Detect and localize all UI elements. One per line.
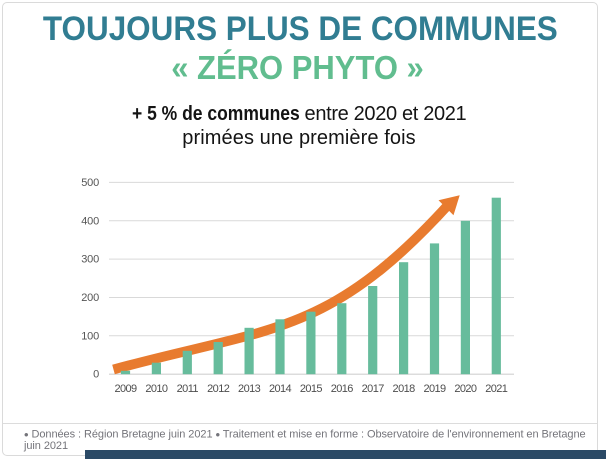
svg-text:2017: 2017 xyxy=(362,383,385,395)
svg-text:2009: 2009 xyxy=(114,383,137,395)
svg-text:2010: 2010 xyxy=(145,383,168,395)
svg-text:2015: 2015 xyxy=(300,383,323,395)
svg-text:2019: 2019 xyxy=(423,383,446,395)
svg-text:2011: 2011 xyxy=(177,383,199,395)
svg-text:2012: 2012 xyxy=(207,383,230,395)
svg-text:2016: 2016 xyxy=(331,383,354,395)
svg-text:2020: 2020 xyxy=(454,383,477,395)
svg-text:400: 400 xyxy=(81,215,99,227)
svg-text:0: 0 xyxy=(93,369,99,381)
svg-text:2018: 2018 xyxy=(393,383,416,395)
svg-text:2021: 2021 xyxy=(485,383,508,395)
svg-text:2013: 2013 xyxy=(238,383,261,395)
svg-text:500: 500 xyxy=(81,177,99,189)
svg-text:2014: 2014 xyxy=(269,383,292,395)
svg-text:300: 300 xyxy=(81,254,99,266)
svg-text:100: 100 xyxy=(81,330,99,342)
svg-text:200: 200 xyxy=(81,292,99,304)
